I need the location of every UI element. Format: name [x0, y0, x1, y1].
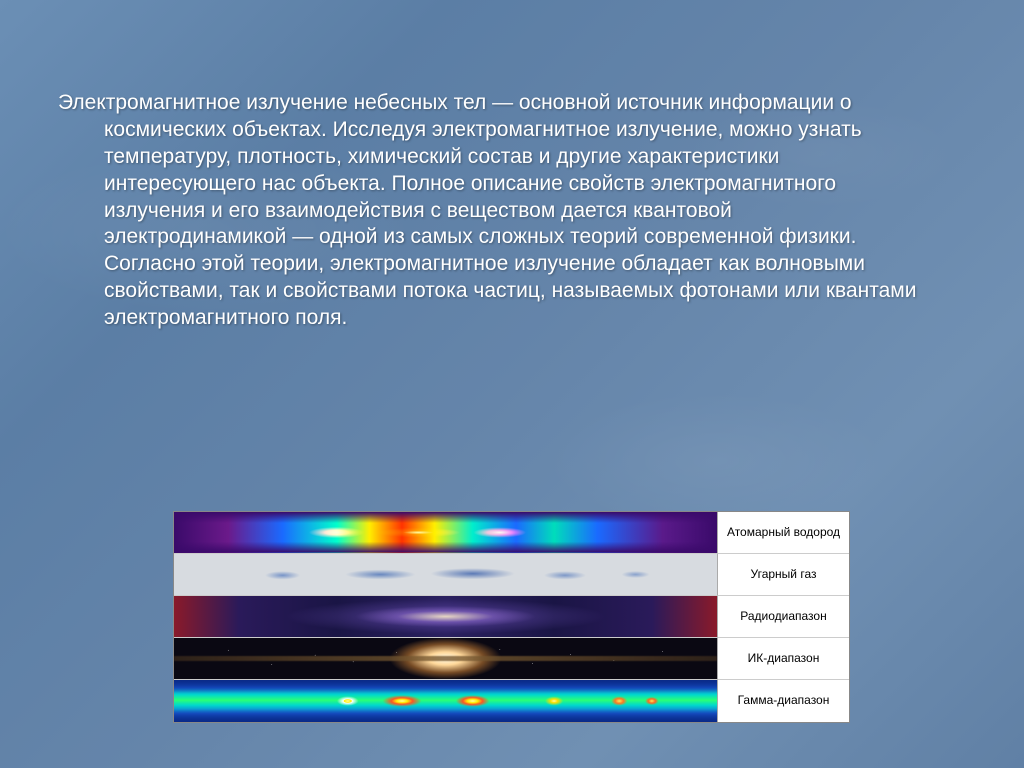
band-row-atomic-hydrogen: Атомарный водород [174, 512, 849, 554]
band-label-carbon-monoxide: Угарный газ [717, 554, 849, 596]
band-image-gamma [174, 680, 717, 722]
band-label-radio: Радиодиапазон [717, 596, 849, 638]
slide: Электромагнитное излучение небесных тел … [0, 0, 1024, 768]
band-row-gamma: Гамма-диапазон [174, 680, 849, 722]
band-label-ir: ИК-диапазон [717, 638, 849, 680]
body-paragraph: Электромагнитное излучение небесных тел … [58, 90, 918, 332]
band-row-radio: Радиодиапазон [174, 596, 849, 638]
band-row-ir: ИК-диапазон [174, 638, 849, 680]
band-label-atomic-hydrogen: Атомарный водород [717, 512, 849, 554]
band-image-radio [174, 596, 717, 638]
band-image-carbon-monoxide [174, 554, 717, 596]
spectra-column: Атомарный водород Угарный газ Радиодиапа… [174, 512, 849, 722]
band-row-carbon-monoxide: Угарный газ [174, 554, 849, 596]
multiwavelength-figure: Атомарный водород Угарный газ Радиодиапа… [173, 511, 850, 723]
band-label-gamma: Гамма-диапазон [717, 680, 849, 722]
band-image-ir [174, 638, 717, 680]
band-image-atomic-hydrogen [174, 512, 717, 554]
